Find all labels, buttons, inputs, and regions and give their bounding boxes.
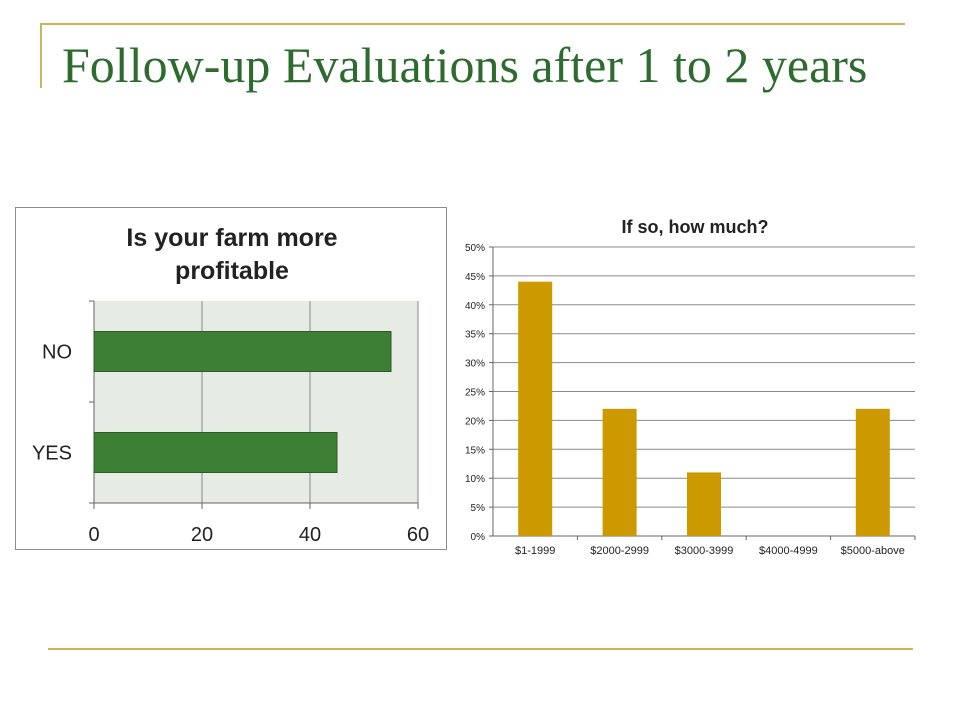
x-tick-label: 20 xyxy=(191,524,213,546)
y-tick-label: 5% xyxy=(471,503,486,514)
y-tick-label: 25% xyxy=(465,388,485,399)
bar-1 xyxy=(602,408,637,536)
bar-4 xyxy=(855,408,890,536)
y-category-label: NO xyxy=(42,342,72,364)
y-tick-label: 20% xyxy=(465,416,485,427)
profit-amount-chart-svg: If so, how much? 0% 5% 10% 15% 20% 25% 30% 35% 40… xyxy=(465,217,916,557)
x-category-label: $1-1999 xyxy=(515,545,555,557)
bar-no xyxy=(93,331,392,372)
y-tick-label: 0% xyxy=(471,532,486,543)
bar-2 xyxy=(687,472,721,536)
y-tick-label: 30% xyxy=(465,359,485,370)
chart-title-line: Is your farm more xyxy=(126,224,337,252)
bottom-accent-line xyxy=(48,648,913,650)
chart-title: If so, how much? xyxy=(622,217,769,237)
x-category-label: $4000-4999 xyxy=(759,545,818,557)
x-tick-label: 0 xyxy=(88,524,99,546)
slide-title: Follow-up Evaluations after 1 to 2 years xyxy=(62,37,868,93)
top-accent-line xyxy=(40,23,905,25)
profitability-chart: Is your farm more profitable 0 20 40 60 NO YES xyxy=(15,207,447,550)
x-category-label: $5000-above xyxy=(841,545,905,557)
chart-title-line: profitable xyxy=(175,257,289,285)
y-tick-label: 15% xyxy=(465,445,485,456)
bar-0 xyxy=(518,281,553,536)
y-tick-label: 50% xyxy=(465,243,485,254)
x-category-label: $3000-3999 xyxy=(675,545,734,557)
left-accent-line xyxy=(40,23,42,88)
profit-amount-chart: If so, how much? 0% 5% 10% 15% 20% 25% 30% 35% 40… xyxy=(448,207,930,567)
y-tick-label: 45% xyxy=(465,272,485,283)
profitability-chart-svg: Is your farm more profitable 0 20 40 60 NO YES xyxy=(32,224,429,546)
x-category-label: $2000-2999 xyxy=(590,545,649,557)
x-tick-label: 40 xyxy=(299,524,321,546)
y-tick-label: 40% xyxy=(465,301,485,312)
y-tick-label: 10% xyxy=(465,474,485,485)
y-tick-label: 35% xyxy=(465,330,485,341)
bar-yes xyxy=(93,432,338,473)
y-category-label: YES xyxy=(32,443,72,465)
x-tick-label: 60 xyxy=(407,524,429,546)
